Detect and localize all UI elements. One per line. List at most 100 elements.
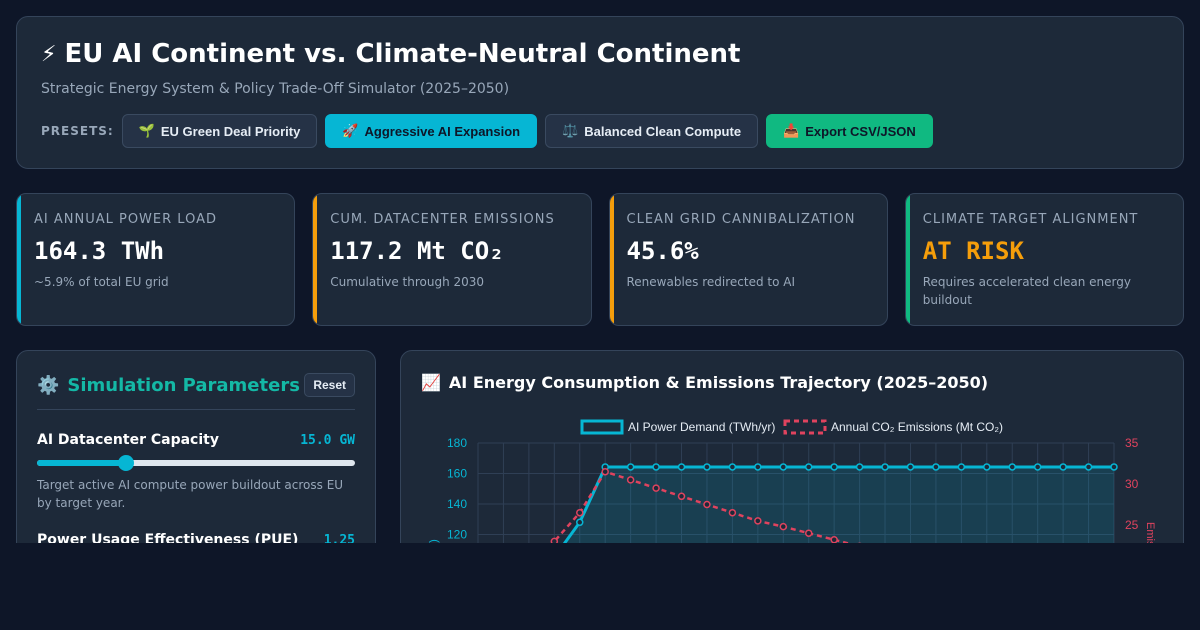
viewport: ⚡ EU AI Continent vs. Climate-Neutral Co… [16,16,1184,543]
power-demand-point [881,463,889,471]
kpi-card-power-load: AI Annual Power Load 164.3 TWh ~5.9% of … [16,193,296,326]
preset-label: EU Green Deal Priority [160,123,301,139]
page-subtitle: Strategic Energy System & Policy Trade-O… [41,81,510,97]
kpi-card-climate-alignment: Climate Target Alignment AT RISK Require… [904,193,1184,326]
power-demand-point [932,463,940,471]
power-demand-point [576,518,584,527]
params-title-text: Simulation Parameters [67,374,300,396]
legend-swatch-emissions [783,419,827,435]
trajectory-chart: 120 140 160 180 25 30 35 (TWh) Emiss AI Power Dem… [428,419,1156,543]
emissions-point [804,529,813,537]
kpi-note: Requires accelerated clean energy buildo… [922,275,1131,307]
y-right-tick-label: 25 [1125,518,1139,532]
emissions-point [652,484,660,492]
power-demand-point [830,463,838,471]
preset-label: Aggressive AI Expansion [364,123,521,139]
emissions-point [550,537,559,543]
power-demand-point [957,463,966,471]
legend-label-emissions: Annual CO₂ Emissions (Mt CO₂) [831,420,1003,434]
power-demand-point [1110,463,1118,471]
y-left-tick-label: 120 [447,528,467,542]
capacity-slider[interactable] [37,455,355,471]
param-name: AI Datacenter Capacity [37,432,219,448]
power-demand-point [728,463,737,471]
param-row: AI Datacenter Capacity 15.0 GW [37,432,355,448]
kpi-accent-bar [17,194,21,325]
emissions-point [830,536,838,543]
param-row: Power Usage Effectiveness (PUE) 1.25 [37,532,355,543]
power-demand-area [564,466,1114,543]
y-left-axis-label: (TWh) [428,539,440,543]
kpi-accent-bar [313,194,318,325]
power-demand-point [754,463,762,471]
power-demand-point [1059,463,1067,471]
power-demand-point [906,463,915,471]
page-title: ⚡ EU AI Continent vs. Climate-Neutral Co… [41,39,1159,69]
param-datacenter-capacity: AI Datacenter Capacity 15.0 GW Target ac… [37,432,355,512]
chart-trend-icon: 📈 [421,373,441,392]
seedling-icon: 🌱 [138,123,155,138]
export-label: Export CSV/JSON [805,123,916,139]
presets-label: PRESETS: [41,124,114,138]
kpi-label: Cum. Datacenter Emissions [330,212,555,227]
power-demand-point [652,463,660,471]
kpi-value: 117.2 Mt CO₂ [330,237,504,265]
emissions-point [754,517,762,525]
slider-thumb[interactable] [118,455,135,471]
preset-balanced-button[interactable]: ⚖️ Balanced Clean Compute [545,114,759,148]
kpi-label: AI Annual Power Load [34,212,217,227]
gear-icon: ⚙️ [37,374,60,396]
kpi-label: Clean Grid Cannibalization [626,212,856,227]
trajectory-chart-panel: 📈 AI Energy Consumption & Emissions Traj… [400,350,1184,543]
param-value: 1.25 [323,533,355,543]
export-button[interactable]: 📥 Export CSV/JSON [766,114,933,148]
legend-label-power: AI Power Demand (TWh/yr) [628,420,775,434]
kpi-label: Climate Target Alignment [922,212,1139,227]
power-demand-point [779,463,788,471]
download-tray-icon: 📥 [783,123,800,138]
emissions-point [677,492,686,501]
preset-label: Balanced Clean Compute [584,123,742,139]
power-demand-line [562,465,1114,543]
emissions-point [576,508,584,517]
kpi-card-emissions: Cum. Datacenter Emissions 117.2 Mt CO₂ C… [312,193,592,326]
y-right-tick-label: 30 [1125,477,1139,491]
power-demand-point [1084,463,1093,471]
preset-green-deal-button[interactable]: 🌱 EU Green Deal Priority [121,114,318,148]
rocket-icon: 🚀 [342,123,359,138]
chart-title: 📈 AI Energy Consumption & Emissions Traj… [421,373,1163,392]
kpi-card-cannibalization: Clean Grid Cannibalization 45.6% Renewab… [608,193,888,326]
power-demand-point [855,463,864,471]
presets-bar: PRESETS: 🌱 EU Green Deal Priority 🚀 Aggr… [41,114,933,148]
kpi-row: AI Annual Power Load 164.3 TWh ~5.9% of … [16,193,1184,326]
y-left-tick-label: 140 [447,497,467,511]
y-left-tick-label: 180 [447,436,467,450]
lightning-icon: ⚡ [41,41,57,67]
power-demand-point [983,463,991,471]
kpi-accent-bar [609,194,614,325]
reset-button[interactable]: Reset [304,373,355,397]
chart-title-text: AI Energy Consumption & Emissions Trajec… [448,373,989,392]
kpi-value-status: AT RISK [922,237,1024,265]
emissions-point [601,467,609,476]
y-right-tick-label: 35 [1125,436,1139,450]
params-header: ⚙️ Simulation Parameters Reset [37,373,355,410]
emissions-point [703,500,711,509]
emissions-point [779,522,788,531]
scales-icon: ⚖️ [562,123,579,138]
preset-aggressive-ai-button[interactable]: 🚀 Aggressive AI Expansion [325,114,538,148]
header-panel: ⚡ EU AI Continent vs. Climate-Neutral Co… [16,16,1184,169]
y-left-tick-label: 160 [447,467,467,481]
kpi-accent-bar [905,194,910,325]
param-name: Power Usage Effectiveness (PUE) [37,532,299,543]
power-demand-point [626,463,635,471]
kpi-note: Renewables redirected to AI [626,275,796,289]
legend-swatch-power [580,419,624,435]
power-demand-point [703,463,711,471]
kpi-value: 45.6% [626,237,699,265]
power-demand-point [677,463,686,471]
power-demand-point [1008,463,1016,471]
params-title: ⚙️ Simulation Parameters [37,375,300,396]
kpi-note: ~5.9% of total EU grid [34,275,169,289]
param-value: 15.0 GW [300,433,355,448]
